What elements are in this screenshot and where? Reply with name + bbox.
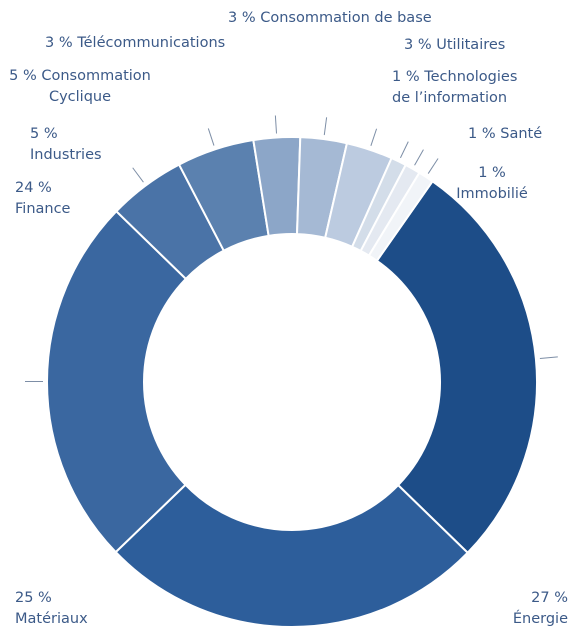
leader-line — [323, 117, 328, 136]
leader-line — [132, 167, 144, 183]
category-label: Énergie — [512, 611, 568, 627]
value-label: 5 % — [30, 126, 58, 142]
slice-label: 1 % Immobilié — [452, 163, 532, 205]
category-label: Immobilié — [456, 186, 528, 202]
leader-line — [414, 149, 424, 166]
leader-line — [274, 115, 277, 134]
category-label: Industries — [30, 147, 102, 163]
slice-label: 3 % Télécommunications — [45, 33, 285, 54]
value-label: 3 % — [228, 10, 256, 26]
slice-label: 3 % Consommation de base — [228, 8, 488, 29]
category-label: Utilitaires — [436, 37, 506, 53]
donut-slice — [375, 179, 538, 555]
slice-label: 25 % Matériaux — [15, 588, 95, 629]
value-label: 27 % — [531, 590, 568, 606]
value-label: 3 % — [404, 37, 432, 53]
value-label: 3 % — [45, 35, 73, 51]
category-label: Consommation Cyclique — [41, 68, 151, 105]
value-label: 1 % — [478, 165, 506, 181]
donut-slice — [114, 483, 470, 628]
value-label: 24 % — [15, 180, 52, 196]
category-label: Consommation de base — [260, 10, 432, 26]
leader-line — [427, 158, 439, 174]
category-label: Santé — [500, 126, 543, 142]
leader-line — [370, 128, 378, 146]
category-label: Technologies de l’information — [392, 69, 518, 106]
slice-label: 5 % Consommation Cyclique — [5, 66, 155, 108]
donut-slice — [367, 171, 434, 263]
leader-line — [399, 141, 409, 159]
leader-line — [207, 128, 215, 146]
category-label: Matériaux — [15, 611, 88, 627]
slice-label: 27 % Énergie — [500, 588, 568, 629]
value-label: 1 % — [468, 126, 496, 142]
slice-label: 1 % Technologies de l’information — [392, 67, 532, 109]
value-label: 1 % — [392, 69, 420, 85]
category-label: Télécommunications — [77, 35, 226, 51]
slice-label: 24 % Finance — [15, 178, 85, 220]
leader-line — [539, 356, 558, 360]
slice-label: 5 % Industries — [30, 124, 110, 166]
value-label: 25 % — [15, 590, 52, 606]
category-label: Finance — [15, 201, 71, 217]
value-label: 5 % — [9, 68, 37, 84]
slice-label: 1 % Santé — [468, 124, 558, 145]
slice-label: 3 % Utilitaires — [404, 35, 544, 56]
donut-slice — [46, 209, 188, 554]
